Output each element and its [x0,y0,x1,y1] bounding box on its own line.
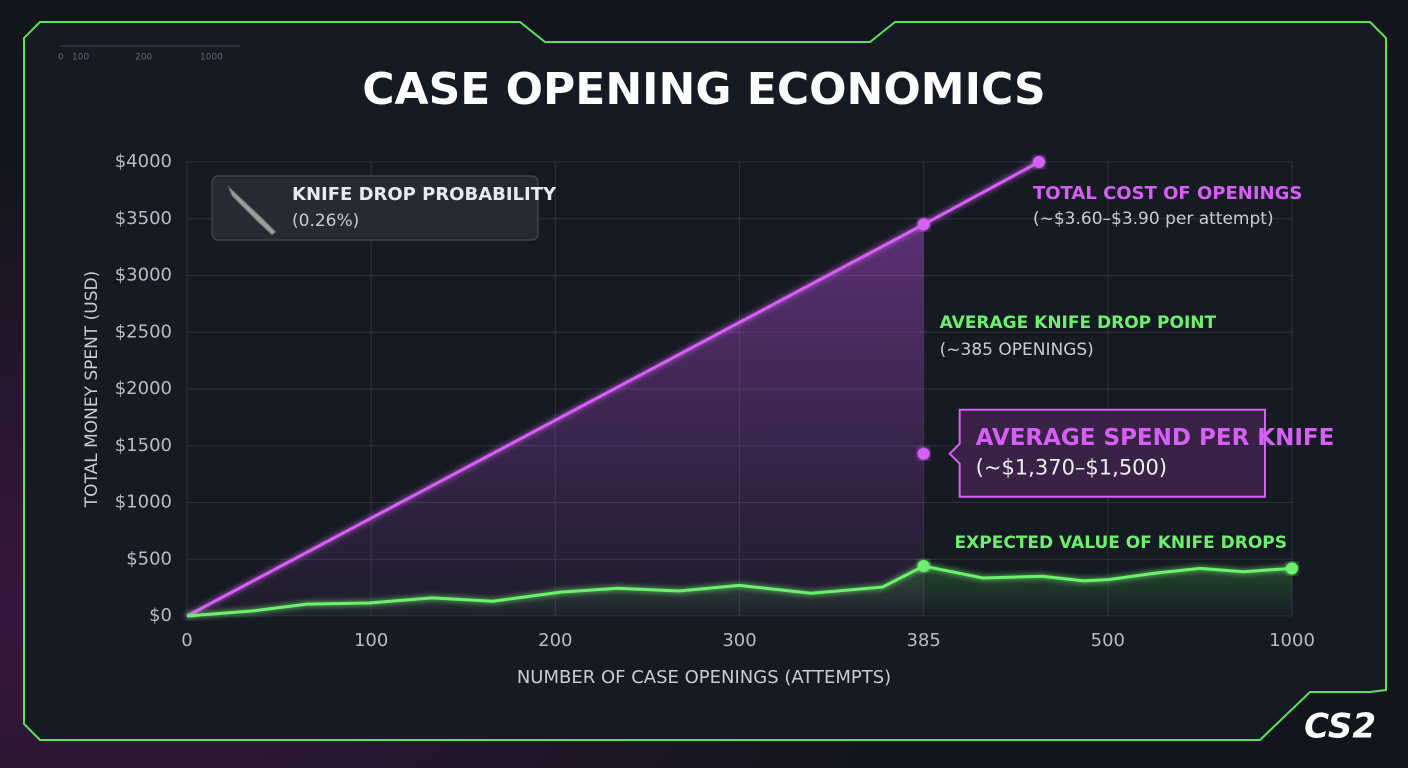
x-tick-label: 200 [538,630,572,651]
x-tick-label: 100 [354,630,388,651]
y-tick-label: $4000 [115,151,172,172]
y-tick-label: $3000 [115,265,172,286]
x-tick-label: 300 [722,630,756,651]
probability-label: KNIFE DROP PROBABILITY [292,184,557,205]
y-tick-label: $2500 [115,321,172,342]
avg-spend-note: (~$1,370–$1,500) [976,456,1167,480]
y-tick-label: $1500 [115,435,172,456]
series-label: EXPECTED VALUE OF KNIFE DROPS [955,533,1287,553]
point-marker [917,560,930,573]
knife-icon [227,185,277,236]
x-tick-label: 385 [906,630,940,651]
y-tick-label: $2000 [115,378,172,399]
y-axis-label: TOTAL MONEY SPENT (USD) [82,271,102,509]
series-line [186,564,1293,618]
knife-drop-note: (~385 OPENINGS) [940,340,1094,360]
plot: $0 $500 $1000 $1500 $2000 $2500 $3000 $3500 $400… [115,151,1335,651]
avg-spend-box [948,408,1266,498]
series-label: TOTAL COST OF OPENINGS [1033,183,1302,204]
avg-spend-label: AVERAGE SPEND PER KNIFE [976,425,1335,451]
y-tick-label: $0 [149,605,172,626]
y-tick-label: $3500 [115,208,172,229]
header-scale-label: 1000 [200,53,223,63]
probability-note: (0.26%) [292,211,359,231]
knife-drop-label: AVERAGE KNIFE DROP POINT [940,313,1217,333]
header-scale: 0 100 200 1000 [58,45,240,63]
header-scale-label: 100 [72,53,89,63]
x-tick-label: 0 [181,630,192,651]
avg-spend-marker [917,447,930,460]
y-tick-label: $1000 [115,492,172,513]
series-note: (~$3.60–$3.90 per attempt) [1033,209,1274,229]
ev-area [187,566,1292,616]
y-tick-label: $500 [126,548,172,569]
chart-title: CASE OPENING ECONOMICS [362,64,1046,115]
point-marker [917,218,930,231]
logo: CS2 [1304,707,1376,747]
header-scale-label: 200 [135,53,152,63]
point-marker [1286,562,1298,575]
x-tick-label: 1000 [1269,630,1315,651]
point-marker [1032,156,1045,168]
header-scale-label: 0 [58,53,64,63]
x-tick-label: 500 [1091,630,1125,651]
probability-box [211,175,539,241]
x-axis-label: NUMBER OF CASE OPENINGS (ATTEMPTS) [517,667,891,688]
